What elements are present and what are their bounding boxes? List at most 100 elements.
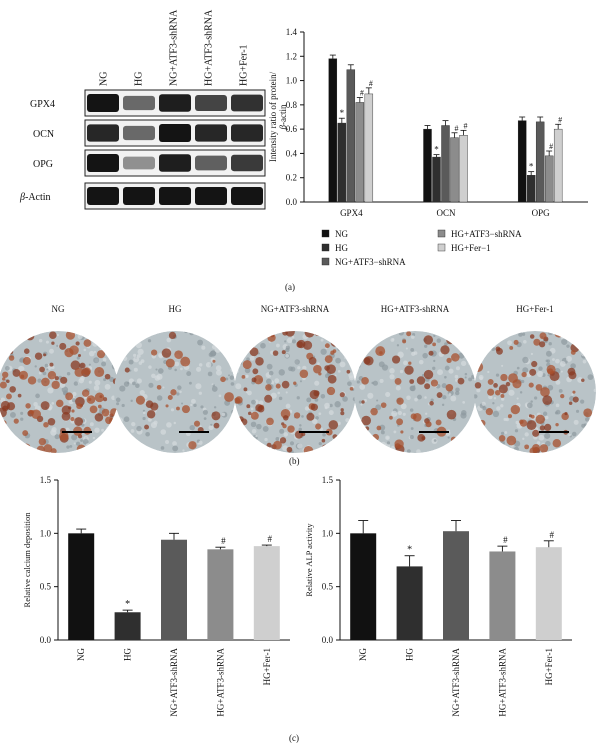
significance-mark: * [529, 162, 534, 172]
micrograph [234, 331, 356, 453]
calcium-deposition-chart: 0.0 0.5 1.0 1.5 Relative calcium deposition N… [18, 470, 308, 720]
panel-label-b: (b) [289, 456, 300, 466]
blot-band [87, 187, 119, 205]
y-tick-label: 1.0 [286, 76, 298, 86]
y-tick-label: 1.0 [40, 528, 52, 538]
legend-label: HG+Fer−1 [451, 243, 491, 253]
blot-band [87, 124, 119, 142]
bar [443, 531, 469, 640]
protein-ratio-chart: 0.0 0.2 0.4 0.6 0.8 1.0 1.2 1.4 Intensity ratio … [262, 20, 598, 282]
legend-swatch [321, 229, 330, 238]
bar [253, 546, 280, 640]
blot-band [195, 187, 227, 205]
significance-mark: * [434, 145, 439, 155]
x-tick-label: HG+Fer-1 [262, 648, 272, 685]
x-tick-label: HG+ATF3-shRNA [215, 648, 225, 717]
blot-band [231, 94, 263, 112]
blot-band [123, 187, 155, 205]
bar [337, 122, 347, 203]
micrograph-label: HG+Fer-1 [516, 304, 553, 314]
y-tick-label: 0.6 [286, 124, 298, 134]
y-tick-label: 0.5 [322, 582, 334, 592]
legend-label: HG+ATF3−shRNA [451, 229, 522, 239]
y-tick-label: 0.2 [286, 173, 297, 183]
alp-activity-bar-chart: 0.0 0.5 1.0 1.5 Relative ALP activity NG * HG NG… [304, 475, 572, 717]
blot-lane-label: HG [134, 72, 145, 86]
significance-mark: # [558, 115, 562, 124]
blot-row-label: OCN [33, 129, 54, 140]
y-tick-label: 1.5 [40, 475, 52, 485]
y-axis-label: Intensity ratio of protein/ [268, 71, 278, 162]
blot-lane-label: NG [99, 72, 110, 86]
micrograph-label: HG [169, 304, 182, 314]
legend-label: NG [335, 229, 348, 239]
significance-mark: # [550, 530, 555, 540]
legend-swatch [437, 229, 446, 238]
legend-label: NG+ATF3−shRNA [335, 257, 406, 267]
blot-band [123, 156, 155, 170]
micrograph [0, 331, 119, 453]
x-tick-label: GPX4 [340, 208, 363, 218]
bar [535, 121, 545, 203]
y-axis-label: Relative ALP activity [304, 523, 314, 597]
bar [459, 135, 468, 203]
x-tick-label: NG [358, 648, 368, 661]
blot-band [123, 95, 155, 111]
micrograph [474, 331, 596, 453]
x-tick-label: NG+ATF3-shRNA [451, 648, 461, 717]
y-axis-label: Relative calcium deposition [22, 512, 32, 608]
micrograph [354, 331, 476, 453]
y-tick-label: 0.8 [286, 100, 298, 110]
legend-swatch [321, 257, 330, 266]
blot-band [195, 124, 227, 142]
significance-mark: # [464, 121, 468, 130]
blot-band [231, 124, 263, 142]
blot-band [195, 155, 227, 171]
panel-label-c: (c) [289, 733, 299, 743]
y-tick-label: 0.0 [322, 635, 334, 645]
y-tick-label: 1.4 [286, 27, 298, 37]
calcium-deposition-bar-chart: 0.0 0.5 1.0 1.5 Relative calcium deposition N… [22, 475, 290, 717]
blot-band [87, 94, 119, 112]
blot-lane-label: NG+ATF3-shRNA [169, 9, 180, 86]
blot-lane-label: HG+Fer-1 [239, 44, 250, 86]
y-tick-label: 0.4 [286, 148, 298, 158]
significance-mark: # [455, 124, 459, 133]
bar [114, 612, 141, 640]
bar [441, 125, 450, 203]
alizarin-stain-micrographs: NG HG NG+ATF3-shRNA HG+ATF3-shRNA HG+Fer-1 [0, 304, 596, 453]
bar [364, 93, 374, 203]
bar [544, 155, 554, 203]
bar [517, 120, 527, 203]
blot-band [123, 125, 155, 141]
micrograph-label: NG [52, 304, 65, 314]
significance-mark: # [268, 534, 273, 544]
y-tick-label: 1.2 [286, 51, 297, 61]
significance-mark: # [221, 536, 226, 546]
x-tick-label: OCN [436, 208, 456, 218]
blot-lane-label: HG+ATF3-shRNA [204, 9, 215, 86]
blot-row-label: β-Actin [19, 192, 51, 203]
bar [553, 128, 563, 203]
blot-row-label: OPG [33, 159, 53, 170]
alp-activity-chart: 0.0 0.5 1.0 1.5 Relative ALP activity NG * HG NG… [300, 470, 590, 720]
micrograph-label: NG+ATF3-shRNA [261, 304, 330, 314]
significance-mark: # [369, 79, 373, 88]
blot-band [231, 187, 263, 205]
bar [161, 539, 187, 640]
legend-label: HG [335, 243, 348, 253]
significance-mark: # [549, 142, 553, 151]
x-tick-label: HG [123, 648, 133, 661]
blot-band [159, 94, 191, 112]
bar [68, 533, 95, 640]
bar [396, 566, 423, 640]
western-blot-figure: NG HG NG+ATF3-shRNA HG+ATF3-shRNA HG+Fer-1 GP… [0, 0, 270, 230]
y-tick-label: 1.0 [322, 528, 334, 538]
blot-band [159, 124, 191, 142]
x-tick-label: NG+ATF3-shRNA [169, 648, 179, 717]
x-tick-label: OPG [532, 208, 551, 218]
blot-row-label: GPX4 [30, 99, 55, 110]
bar [526, 175, 536, 203]
x-tick-label: HG+ATF3-shRNA [497, 648, 507, 717]
x-tick-label: NG [76, 648, 86, 661]
